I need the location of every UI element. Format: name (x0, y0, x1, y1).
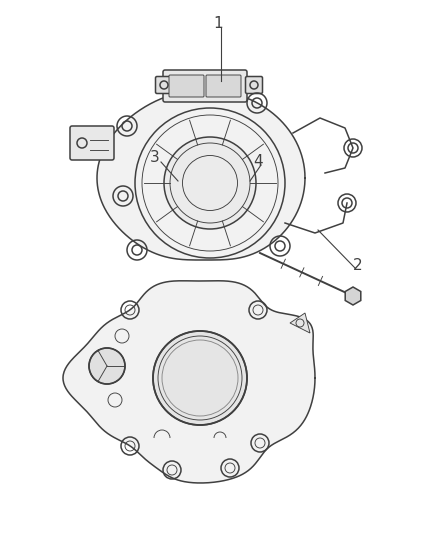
FancyBboxPatch shape (206, 75, 241, 97)
Circle shape (89, 348, 125, 384)
Circle shape (164, 137, 256, 229)
Text: 3: 3 (150, 150, 160, 166)
FancyBboxPatch shape (70, 126, 114, 160)
FancyBboxPatch shape (169, 75, 204, 97)
Text: 4: 4 (253, 154, 263, 168)
Text: 2: 2 (353, 257, 363, 272)
FancyBboxPatch shape (155, 77, 173, 93)
FancyBboxPatch shape (163, 70, 247, 102)
Polygon shape (97, 90, 305, 260)
Polygon shape (345, 287, 361, 305)
Text: 1: 1 (213, 15, 223, 30)
Polygon shape (290, 313, 310, 333)
FancyBboxPatch shape (246, 77, 262, 93)
Circle shape (153, 331, 247, 425)
Polygon shape (63, 281, 315, 483)
